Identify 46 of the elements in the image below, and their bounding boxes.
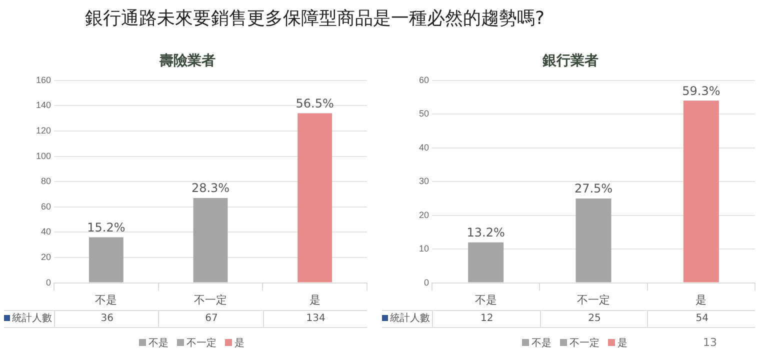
y-tick-label: 0 [424, 277, 429, 288]
chart-title: 銀行業者 [541, 52, 600, 70]
x-tick-label: 不一定 [577, 293, 610, 306]
y-tick-label: 50 [418, 108, 429, 119]
y-tick-label: 60 [418, 74, 429, 85]
x-tick-label: 不是 [95, 293, 118, 306]
annotation: 59.3% [682, 84, 720, 98]
annotation: 28.3% [191, 181, 230, 196]
data-label: 134 [262, 311, 368, 327]
chart-title: 壽險業者 [158, 52, 216, 70]
y-tick-label: 160 [36, 74, 51, 85]
text: 13 [703, 336, 717, 349]
x-tick-label: 是 [309, 293, 320, 306]
y-tick-label: 120 [36, 125, 51, 136]
data-label: 54 [647, 311, 756, 327]
x-tick-label: 不一定 [194, 293, 227, 306]
y-tick-label: 30 [418, 176, 429, 186]
y-tick-label: 100 [36, 150, 51, 161]
y-tick-label: 40 [418, 142, 429, 152]
category-label: 是 [234, 338, 244, 349]
text: 銀行通路未來要銷售更多保障型商品是一種必然的趨勢嗎? [85, 7, 545, 30]
y-tick-label: 10 [418, 244, 429, 254]
data-label: 36 [54, 311, 160, 327]
text: 統計人數 [389, 312, 431, 326]
annotation: 27.5% [574, 182, 613, 196]
data-label: 67 [158, 311, 264, 327]
category-label: 不一定 [186, 338, 216, 349]
data-label: 12 [432, 311, 541, 327]
category-label: 是 [618, 338, 628, 349]
category-label: 不是 [148, 338, 168, 349]
x-tick-label: 是 [696, 293, 707, 306]
y-tick-label: 60 [40, 201, 51, 212]
category-label: 不是 [532, 338, 552, 349]
y-tick-label: 0 [46, 277, 51, 288]
y-tick-label: 20 [418, 210, 429, 220]
y-tick-label: 140 [36, 100, 51, 110]
y-tick-label: 80 [40, 176, 51, 186]
data-label: 25 [540, 311, 648, 327]
annotation: 15.2% [87, 220, 126, 234]
annotation: 56.5% [296, 96, 334, 110]
y-tick-label: 40 [40, 226, 51, 237]
y-tick-label: 20 [40, 252, 51, 262]
category-label: 不一定 [570, 338, 600, 349]
x-tick-label: 不是 [474, 293, 497, 306]
annotation: 13.2% [466, 225, 505, 240]
text: 統計人數 [11, 312, 53, 326]
